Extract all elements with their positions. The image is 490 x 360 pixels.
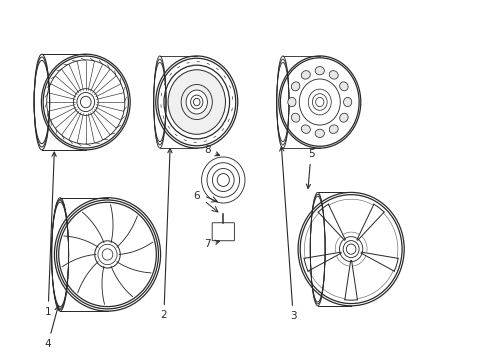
Ellipse shape: [315, 129, 324, 138]
Ellipse shape: [292, 113, 300, 122]
Ellipse shape: [186, 90, 207, 114]
Ellipse shape: [343, 98, 352, 107]
Text: 1: 1: [45, 152, 56, 317]
Ellipse shape: [329, 71, 338, 79]
Ellipse shape: [292, 82, 300, 91]
Text: 6: 6: [193, 192, 199, 202]
Ellipse shape: [301, 71, 310, 79]
Text: 7: 7: [204, 239, 220, 249]
Text: 3: 3: [280, 147, 296, 321]
Text: 8: 8: [204, 145, 220, 156]
Ellipse shape: [288, 98, 296, 107]
Ellipse shape: [315, 67, 324, 75]
Ellipse shape: [168, 70, 225, 134]
Ellipse shape: [194, 98, 200, 106]
Ellipse shape: [340, 82, 348, 91]
Ellipse shape: [301, 125, 310, 134]
Ellipse shape: [329, 125, 338, 134]
Text: 2: 2: [161, 149, 172, 320]
Text: 5: 5: [306, 149, 315, 188]
Ellipse shape: [340, 113, 348, 122]
Ellipse shape: [191, 95, 203, 109]
Text: 4: 4: [45, 306, 59, 348]
